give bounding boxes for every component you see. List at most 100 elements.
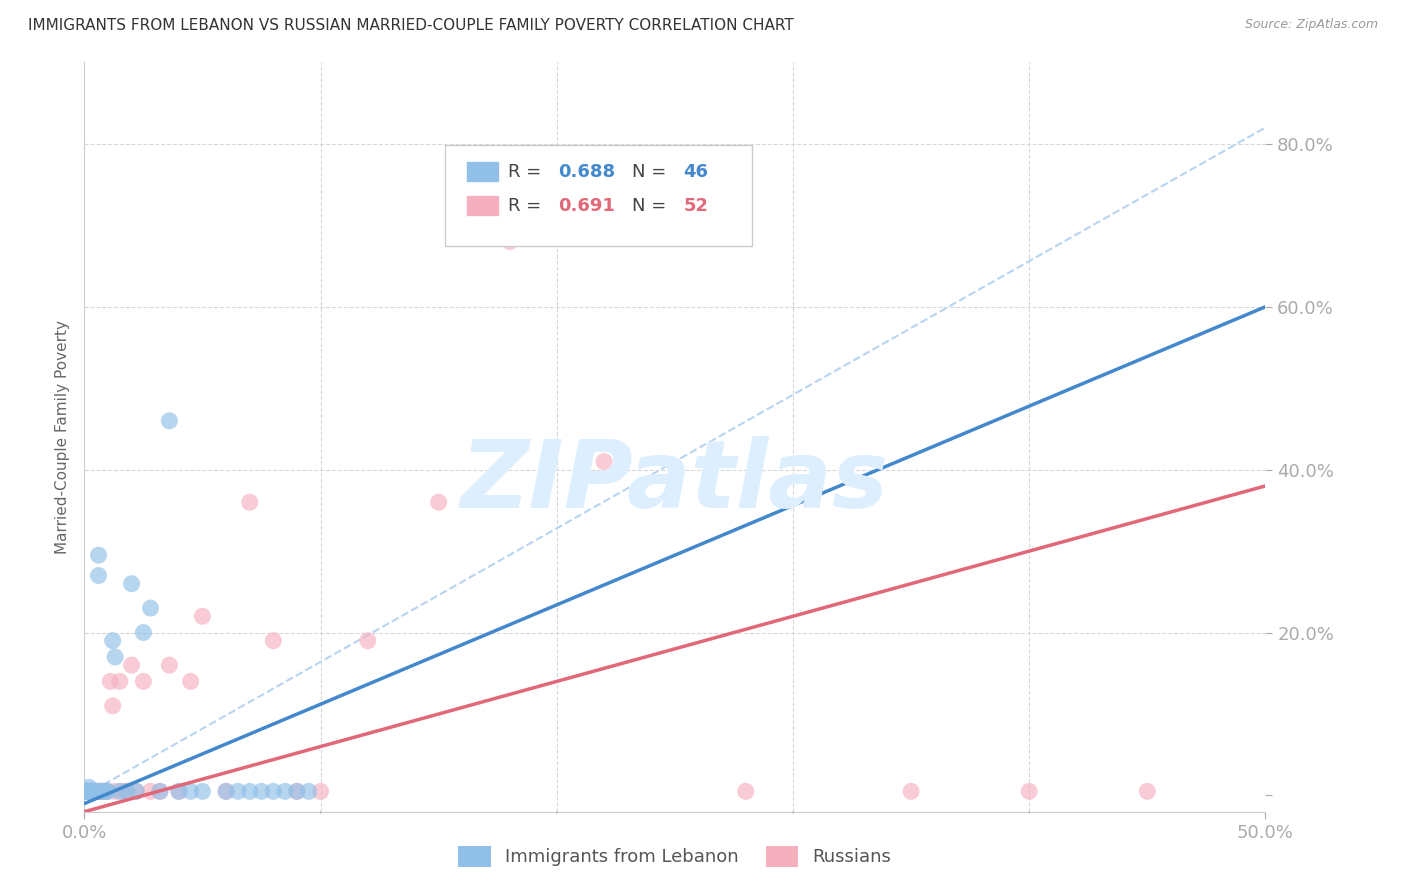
Point [101, 633, 124, 648]
Point [104, 650, 127, 665]
Point [191, 609, 214, 624]
Point [1018, 784, 1040, 798]
Point [90, 784, 112, 798]
FancyBboxPatch shape [465, 195, 499, 216]
Point [84, 784, 107, 798]
Point [115, 784, 138, 798]
Text: 0.688: 0.688 [558, 163, 614, 181]
Point [226, 784, 249, 798]
Point [274, 784, 297, 798]
Point [97, 784, 120, 798]
Point [76, 784, 98, 798]
Point [111, 784, 134, 798]
Point [83, 784, 105, 798]
Point [77, 784, 100, 798]
Point [125, 784, 148, 798]
Point [125, 784, 148, 798]
Point [77, 784, 100, 798]
Y-axis label: Married-Couple Family Poverty: Married-Couple Family Poverty [55, 320, 70, 554]
Point [149, 784, 172, 798]
Point [427, 495, 450, 509]
Point [734, 784, 756, 798]
Point [83, 784, 105, 798]
Point [132, 625, 155, 640]
Point [87, 784, 110, 798]
Text: N =: N = [633, 163, 672, 181]
Point [157, 658, 180, 673]
Point [76, 784, 98, 798]
Point [357, 633, 380, 648]
Point [83, 784, 105, 798]
Point [309, 784, 332, 798]
Text: 52: 52 [683, 196, 709, 215]
Point [191, 784, 214, 798]
Point [262, 633, 284, 648]
Point [77, 784, 100, 798]
Point [94, 784, 117, 798]
Point [87, 568, 110, 582]
Point [75, 784, 97, 798]
Point [87, 548, 110, 562]
Point [285, 784, 308, 798]
Point [104, 784, 127, 798]
Point [132, 674, 155, 689]
Point [215, 784, 238, 798]
Point [77, 784, 100, 798]
Point [98, 674, 121, 689]
Text: Source: ZipAtlas.com: Source: ZipAtlas.com [1244, 18, 1378, 31]
Text: N =: N = [633, 196, 672, 215]
Text: R =: R = [509, 196, 547, 215]
Point [80, 784, 103, 798]
Point [84, 784, 107, 798]
Point [97, 784, 120, 798]
Point [84, 784, 107, 798]
Point [115, 784, 138, 798]
Point [250, 784, 273, 798]
Point [157, 414, 180, 428]
Point [77, 780, 100, 795]
Point [75, 784, 97, 798]
Point [180, 674, 202, 689]
Point [80, 784, 103, 798]
Point [76, 784, 98, 798]
Point [215, 784, 238, 798]
Text: 0.691: 0.691 [558, 196, 614, 215]
FancyBboxPatch shape [465, 161, 499, 182]
Point [83, 784, 105, 798]
Point [149, 784, 172, 798]
Point [167, 784, 190, 798]
Point [180, 784, 202, 798]
Point [101, 698, 124, 713]
Point [90, 784, 112, 798]
Text: ZIPatlas: ZIPatlas [461, 436, 889, 528]
Point [108, 674, 131, 689]
Point [77, 784, 100, 798]
Point [77, 784, 100, 798]
Text: R =: R = [509, 163, 547, 181]
Point [285, 784, 308, 798]
Point [498, 235, 520, 249]
Point [139, 784, 162, 798]
Point [121, 658, 143, 673]
Point [298, 784, 321, 798]
Point [121, 576, 143, 591]
Text: IMMIGRANTS FROM LEBANON VS RUSSIAN MARRIED-COUPLE FAMILY POVERTY CORRELATION CHA: IMMIGRANTS FROM LEBANON VS RUSSIAN MARRI… [28, 18, 794, 33]
Point [91, 784, 114, 798]
Point [76, 784, 98, 798]
FancyBboxPatch shape [444, 145, 752, 246]
Point [84, 784, 107, 798]
Point [94, 784, 117, 798]
Point [90, 784, 112, 798]
Point [108, 784, 131, 798]
Point [139, 601, 162, 615]
Point [167, 784, 190, 798]
Point [83, 784, 105, 798]
Point [239, 784, 262, 798]
Point [80, 784, 103, 798]
Text: 46: 46 [683, 163, 709, 181]
Legend: Immigrants from Lebanon, Russians: Immigrants from Lebanon, Russians [451, 838, 898, 874]
Point [77, 784, 100, 798]
Point [1136, 784, 1159, 798]
Point [239, 495, 262, 509]
Point [84, 784, 107, 798]
